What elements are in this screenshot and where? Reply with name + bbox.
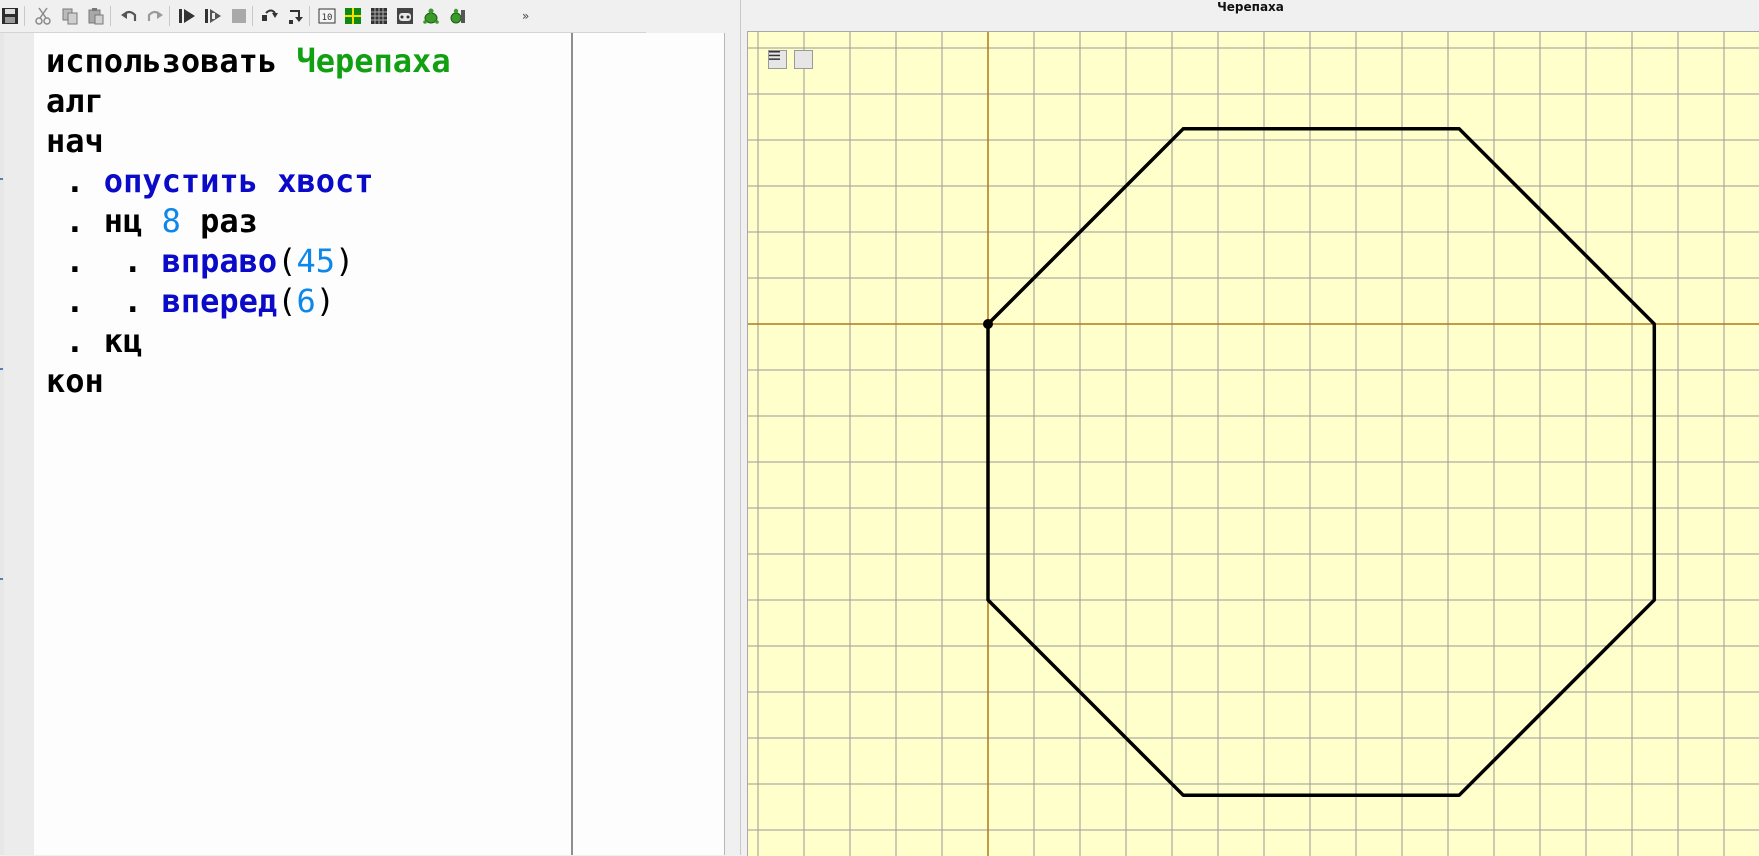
indent-dots: . .: [46, 242, 162, 280]
editor-gutter: [4, 33, 34, 855]
indent-dots: .: [46, 162, 104, 200]
canvas-blank-button[interactable]: [794, 50, 813, 69]
code-token: 6: [296, 282, 316, 320]
stop-icon[interactable]: [229, 6, 249, 26]
code-token: Черепаха: [296, 42, 451, 80]
code-token: кц: [103, 322, 143, 360]
code-editor[interactable]: [34, 33, 571, 855]
code-line[interactable]: алг: [46, 81, 104, 121]
code-token: 45: [296, 242, 335, 280]
code-token: опустить хвост: [103, 162, 374, 200]
menu-icon: [769, 51, 780, 60]
turtle-drawing: [748, 32, 1759, 856]
code-token: раз: [180, 202, 258, 240]
step-run-icon[interactable]: [203, 6, 223, 26]
indent-dots: .: [46, 202, 104, 240]
indent-dots: . .: [46, 282, 162, 320]
code-token: ): [315, 282, 335, 320]
code-line[interactable]: . нц 8 раз: [46, 201, 258, 241]
robot-game-icon[interactable]: [395, 6, 415, 26]
turtle-window-title: Черепаха: [1217, 0, 1284, 14]
copy-icon[interactable]: [60, 6, 80, 26]
code-token: алг: [46, 82, 104, 120]
turtle-icon[interactable]: [421, 6, 441, 26]
indent-dots: .: [46, 322, 104, 360]
code-token: 8: [161, 202, 181, 240]
canvas-background: [748, 32, 1759, 856]
turtle-canvas[interactable]: [747, 31, 1759, 856]
svg-text:10: 10: [322, 13, 333, 23]
save-icon[interactable]: [0, 6, 20, 26]
code-line[interactable]: . . вперед(6): [46, 281, 335, 321]
turtle-window: Черепаха: [740, 0, 1759, 856]
code-line[interactable]: использовать Черепаха: [46, 41, 451, 81]
code-token: (: [277, 242, 297, 280]
code-line[interactable]: . кц: [46, 321, 142, 361]
step-over-icon[interactable]: [260, 6, 280, 26]
robot-field-icon[interactable]: [343, 6, 363, 26]
step-into-icon[interactable]: [286, 6, 306, 26]
code-token: вперед: [161, 282, 278, 320]
editor-border: [724, 33, 725, 855]
code-token: (: [277, 282, 297, 320]
code-token: вправо: [161, 242, 278, 280]
turtle-icon: [983, 319, 993, 329]
toolbar-overflow-button[interactable]: »: [522, 9, 530, 23]
code-token: нц: [103, 202, 162, 240]
redo-icon[interactable]: [145, 6, 165, 26]
main-toolbar: 10 »: [0, 0, 646, 33]
paste-icon[interactable]: [86, 6, 106, 26]
editor-margin-area[interactable]: [573, 33, 724, 855]
canvas-menu-button[interactable]: [768, 50, 787, 69]
code-token: использовать: [46, 42, 297, 80]
code-line[interactable]: нач: [46, 121, 104, 161]
turtle-path: [986, 127, 1657, 797]
counter-window-icon[interactable]: 10: [317, 6, 337, 26]
turtle-window-icon[interactable]: [447, 6, 467, 26]
undo-icon[interactable]: [119, 6, 139, 26]
code-token: ): [334, 242, 355, 280]
code-line[interactable]: . . вправо(45): [46, 241, 354, 281]
draw-grid-icon[interactable]: [369, 6, 389, 26]
editor-margin-line[interactable]: [571, 33, 573, 855]
run-icon[interactable]: [177, 6, 197, 26]
code-line[interactable]: кон: [46, 361, 104, 401]
left-edge-strip: [0, 33, 4, 855]
cut-icon[interactable]: [33, 6, 53, 26]
code-line[interactable]: . опустить хвост: [46, 161, 374, 201]
code-token: нач: [46, 122, 104, 160]
code-token: кон: [46, 362, 104, 400]
